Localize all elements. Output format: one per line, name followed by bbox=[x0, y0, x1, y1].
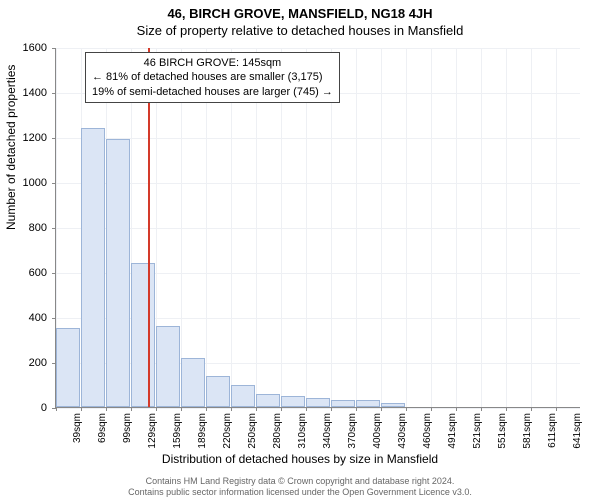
ytick-label: 800 bbox=[12, 222, 47, 234]
xtick-label: 189sqm bbox=[197, 413, 208, 449]
xtick-mark bbox=[556, 407, 557, 411]
xtick-mark bbox=[381, 407, 382, 411]
xtick-label: 430sqm bbox=[397, 413, 408, 449]
annotation-box: 46 BIRCH GROVE: 145sqm ← 81% of detached… bbox=[85, 52, 340, 103]
xtick-label: 641sqm bbox=[572, 413, 583, 449]
xtick-label: 340sqm bbox=[322, 413, 333, 449]
ytick-label: 600 bbox=[12, 267, 47, 279]
xtick-mark bbox=[331, 407, 332, 411]
histogram-bar bbox=[231, 385, 255, 408]
footer: Contains HM Land Registry data © Crown c… bbox=[0, 476, 600, 498]
xtick-mark bbox=[281, 407, 282, 411]
ytick-label: 1600 bbox=[12, 42, 47, 54]
gridline-vertical bbox=[381, 48, 382, 407]
page-title: 46, BIRCH GROVE, MANSFIELD, NG18 4JH bbox=[0, 0, 600, 21]
xtick-mark bbox=[256, 407, 257, 411]
xtick-label: 581sqm bbox=[522, 413, 533, 449]
histogram-bar bbox=[106, 139, 130, 407]
histogram-bar bbox=[356, 400, 380, 407]
xtick-mark bbox=[156, 407, 157, 411]
xtick-label: 159sqm bbox=[172, 413, 183, 449]
histogram-bar bbox=[181, 358, 205, 408]
xtick-label: 280sqm bbox=[272, 413, 283, 449]
ytick-label: 400 bbox=[12, 312, 47, 324]
xtick-label: 69sqm bbox=[97, 413, 108, 443]
xtick-label: 521sqm bbox=[472, 413, 483, 449]
ytick-label: 0 bbox=[12, 402, 47, 414]
ytick-label: 1000 bbox=[12, 177, 47, 189]
annotation-line-3: 19% of semi-detached houses are larger (… bbox=[92, 85, 333, 99]
xtick-mark bbox=[456, 407, 457, 411]
gridline-vertical bbox=[356, 48, 357, 407]
gridline-vertical bbox=[406, 48, 407, 407]
xtick-label: 611sqm bbox=[547, 413, 558, 448]
xtick-label: 491sqm bbox=[447, 413, 458, 449]
gridline-vertical bbox=[531, 48, 532, 407]
page-subtitle: Size of property relative to detached ho… bbox=[0, 21, 600, 40]
ytick-label: 1400 bbox=[12, 87, 47, 99]
xtick-mark bbox=[481, 407, 482, 411]
xtick-mark bbox=[181, 407, 182, 411]
xtick-mark bbox=[206, 407, 207, 411]
xtick-mark bbox=[306, 407, 307, 411]
xtick-mark bbox=[131, 407, 132, 411]
gridline-vertical bbox=[506, 48, 507, 407]
xtick-mark bbox=[431, 407, 432, 411]
gridline-horizontal bbox=[56, 183, 580, 184]
xtick-mark bbox=[106, 407, 107, 411]
histogram-bar bbox=[81, 128, 105, 407]
xtick-label: 400sqm bbox=[372, 413, 383, 449]
x-axis-label: Distribution of detached houses by size … bbox=[0, 452, 600, 466]
ytick-label: 200 bbox=[12, 357, 47, 369]
histogram-bar bbox=[156, 326, 180, 407]
histogram-bar bbox=[131, 263, 155, 407]
gridline-horizontal bbox=[56, 138, 580, 139]
xtick-label: 129sqm bbox=[147, 413, 158, 449]
gridline-vertical bbox=[431, 48, 432, 407]
xtick-mark bbox=[531, 407, 532, 411]
histogram-bar bbox=[281, 396, 305, 407]
xtick-label: 250sqm bbox=[247, 413, 258, 449]
xtick-mark bbox=[356, 407, 357, 411]
xtick-mark bbox=[406, 407, 407, 411]
gridline-vertical bbox=[556, 48, 557, 407]
histogram-bar bbox=[256, 394, 280, 408]
annotation-line-2: ← 81% of detached houses are smaller (3,… bbox=[92, 70, 333, 84]
xtick-mark bbox=[231, 407, 232, 411]
histogram-bar bbox=[56, 328, 80, 407]
histogram-bar bbox=[306, 398, 330, 407]
histogram-bar bbox=[206, 376, 230, 408]
gridline-horizontal bbox=[56, 48, 580, 49]
gridline-vertical bbox=[456, 48, 457, 407]
xtick-mark bbox=[506, 407, 507, 411]
xtick-label: 39sqm bbox=[72, 413, 83, 443]
annotation-line-1: 46 BIRCH GROVE: 145sqm bbox=[92, 56, 333, 70]
xtick-label: 460sqm bbox=[422, 413, 433, 449]
xtick-label: 551sqm bbox=[497, 413, 508, 449]
xtick-label: 99sqm bbox=[122, 413, 133, 443]
chart-area: 39sqm69sqm99sqm129sqm159sqm189sqm220sqm2… bbox=[55, 48, 580, 408]
gridline-vertical bbox=[481, 48, 482, 407]
xtick-label: 310sqm bbox=[297, 413, 308, 449]
histogram-bar bbox=[331, 400, 355, 407]
xtick-label: 370sqm bbox=[347, 413, 358, 449]
xtick-label: 220sqm bbox=[222, 413, 233, 449]
xtick-mark bbox=[81, 407, 82, 411]
histogram-bar bbox=[381, 403, 405, 408]
ytick-label: 1200 bbox=[12, 132, 47, 144]
footer-line-2: Contains public sector information licen… bbox=[0, 487, 600, 498]
gridline-horizontal bbox=[56, 228, 580, 229]
xtick-mark bbox=[56, 407, 57, 411]
footer-line-1: Contains HM Land Registry data © Crown c… bbox=[0, 476, 600, 487]
gridline-horizontal bbox=[56, 408, 580, 409]
